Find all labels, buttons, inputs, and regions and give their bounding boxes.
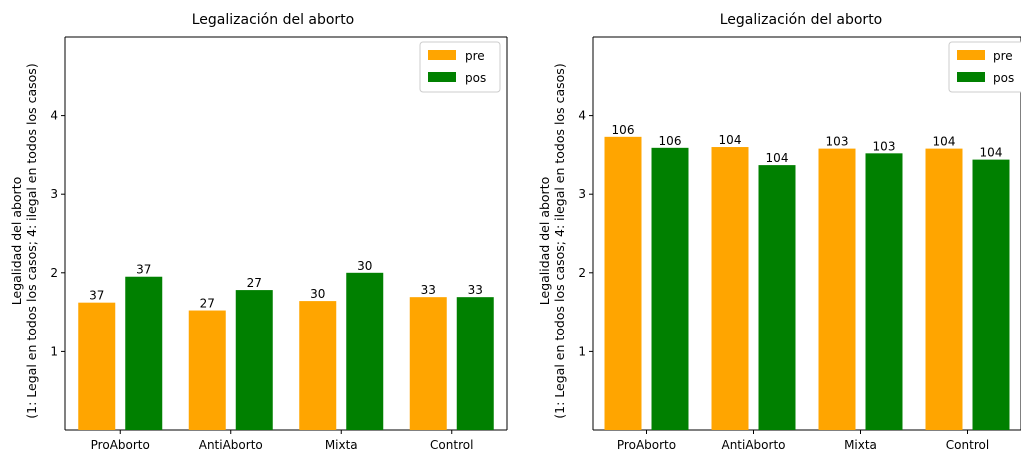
chart-right-title: Legalización del aborto [720,12,883,28]
chart-left-x-tick-label-antiaborto: AntiAborto [199,438,263,452]
chart-right-bar-pre-antiaborto [711,147,749,431]
chart-right-y-axis-label-line2: (1: Legal en todos los casos; 4: ilegal … [552,63,567,418]
chart-left-bar-pre-proaborto [78,302,116,430]
chart-left-bar-pos-proaborto [125,276,163,430]
chart-right-bar-pos-control [972,159,1010,430]
chart-left-y-tick-label: 4 [50,109,58,123]
chart-left-bar-pos-mixta [346,272,384,430]
chart-left-bar-pos-control [456,297,494,430]
chart-right-y-tick-label: 3 [578,187,586,201]
chart-right-legend-swatch-pos [957,72,985,82]
chart-right-legend-label-pre: pre [993,49,1013,63]
chart-left-plot-area: 1 2 3 4 37 37 ProAborto 27 27 AntiAborto 30 30 Mixta… [50,36,508,452]
chart-left-x-tick-label-mixta: Mixta [325,438,358,452]
chart-right-data-label-pos-control: 104 [980,146,1003,160]
chart-right-x-tick-label-antiaborto: AntiAborto [721,438,785,452]
chart-right-bar-pos-antiaborto [758,165,796,431]
chart-left-data-label-pos-proaborto: 37 [136,263,151,277]
chart-left-x-tick-label-proaborto: ProAborto [91,438,150,452]
chart-left-y-axis-label-line1: Legalidad del aborto [9,177,24,305]
chart-right-x-tick-label-proaborto: ProAborto [617,438,676,452]
chart-left-bar-pre-antiaborto [188,310,226,430]
chart-right-plot-area: 1 2 3 4 106 106 ProAborto 104 104 AntiAborto 103 10… [578,36,1021,452]
chart-right-x-tick-label-control: Control [946,438,989,452]
chart-right-data-label-pos-mixta: 103 [873,139,896,153]
chart-right-bar-pre-mixta [818,148,856,430]
chart-right-y-axis-label-line1: Legalidad del aborto [537,177,552,305]
chart-right-data-label-pos-proaborto: 106 [659,134,682,148]
chart-left-legend-swatch-pos [428,72,456,82]
chart-right-legend-label-pos: pos [993,71,1014,85]
chart-left-y-tick-label: 1 [50,344,58,358]
chart-right-data-label-pre-proaborto: 106 [612,123,635,137]
chart-left-y-tick-label: 2 [50,266,58,280]
chart-left-legend: pre pos [419,41,501,93]
chart-right-data-label-pre-control: 104 [933,135,956,149]
chart-left-y-tick-label: 3 [50,187,58,201]
chart-left-legend-label-pos: pos [465,71,486,85]
chart-left-data-label-pre-proaborto: 37 [89,289,104,303]
chart-left-data-label-pre-control: 33 [421,283,436,297]
chart-left-bar-pos-antiaborto [235,290,273,430]
chart-left-legend-frame [419,41,501,93]
chart-left-data-label-pos-antiaborto: 27 [247,276,262,290]
chart-right-bar-pre-control [925,148,963,430]
chart-right-y-tick-label: 1 [578,344,586,358]
chart-right-y-tick-label: 2 [578,266,586,280]
chart-right-data-label-pre-antiaborto: 104 [719,133,742,147]
chart-left-data-label-pos-mixta: 30 [357,259,372,273]
chart-right-y-axis-label: Legalidad del aborto (1: Legal en todos … [537,63,567,418]
chart-right: Legalización del aborto Legalidad del ab… [537,12,1021,452]
chart-left-data-label-pre-mixta: 30 [310,287,325,301]
chart-right-legend: pre pos [948,41,1021,93]
chart-left-y-axis-label: Legalidad del aborto (1: Legal en todos … [9,63,39,418]
chart-right-x-tick-label-mixta: Mixta [844,438,877,452]
chart-right-data-label-pos-antiaborto: 104 [766,151,789,165]
chart-left-data-label-pos-control: 33 [468,283,483,297]
chart-left-legend-label-pre: pre [465,49,485,63]
chart-right-data-label-pre-mixta: 103 [826,135,849,149]
chart-left-legend-swatch-pre [428,50,456,60]
chart-left-bar-pre-control [409,297,447,430]
chart-right-legend-swatch-pre [957,50,985,60]
chart-left-bar-pre-mixta [299,301,337,430]
chart-left-x-tick-label-control: Control [430,438,473,452]
chart-right-bar-pos-proaborto [651,147,689,431]
chart-left-y-axis-label-line2: (1: Legal en todos los casos; 4: ilegal … [24,63,39,418]
chart-left-data-label-pre-antiaborto: 27 [200,297,215,311]
chart-left-title: Legalización del aborto [192,12,355,28]
chart-left: Legalización del aborto Legalidad del ab… [9,12,508,452]
chart-right-y-tick-label: 4 [578,109,586,123]
chart-right-bar-pos-mixta [865,153,903,430]
chart-right-bar-pre-proaborto [604,136,642,430]
